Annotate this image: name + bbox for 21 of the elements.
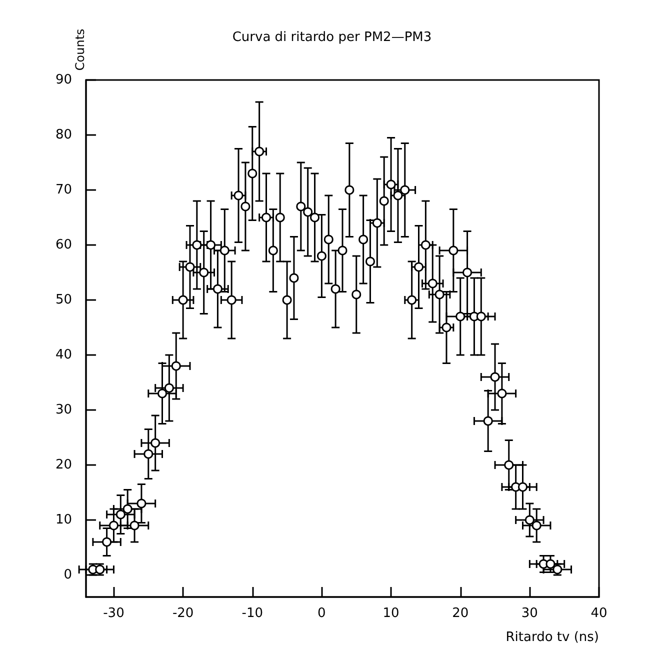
y-tick-label: 40 (55, 348, 72, 362)
y-axis-title: Counts (73, 28, 87, 71)
x-tick-label: -30 (103, 606, 124, 621)
y-tick-label: 90 (55, 72, 72, 88)
x-tick-label: 10 (382, 606, 400, 621)
y-tick-label: 70 (55, 182, 72, 198)
y-tick-label: 60 (55, 238, 72, 252)
x-tick-label: 20 (452, 606, 469, 621)
y-tick-label: 10 (55, 512, 72, 528)
x-tick-label: 30 (521, 606, 538, 621)
x-tick-label: 0 (318, 606, 326, 621)
x-tick-label: -20 (172, 606, 194, 621)
y-tick-label: 20 (55, 458, 72, 472)
y-tick-label: 50 (55, 292, 72, 308)
y-tick-label: 30 (55, 402, 72, 418)
y-tick-label: 80 (55, 128, 72, 142)
x-tick-label: -10 (242, 606, 263, 621)
x-axis-title: Ritardo tv (ns) (506, 630, 599, 645)
chart-title: Curva di ritardo per PM2—PM3 (232, 30, 432, 45)
y-tick-label: 0 (64, 568, 72, 582)
x-tick-label: 40 (590, 606, 608, 621)
